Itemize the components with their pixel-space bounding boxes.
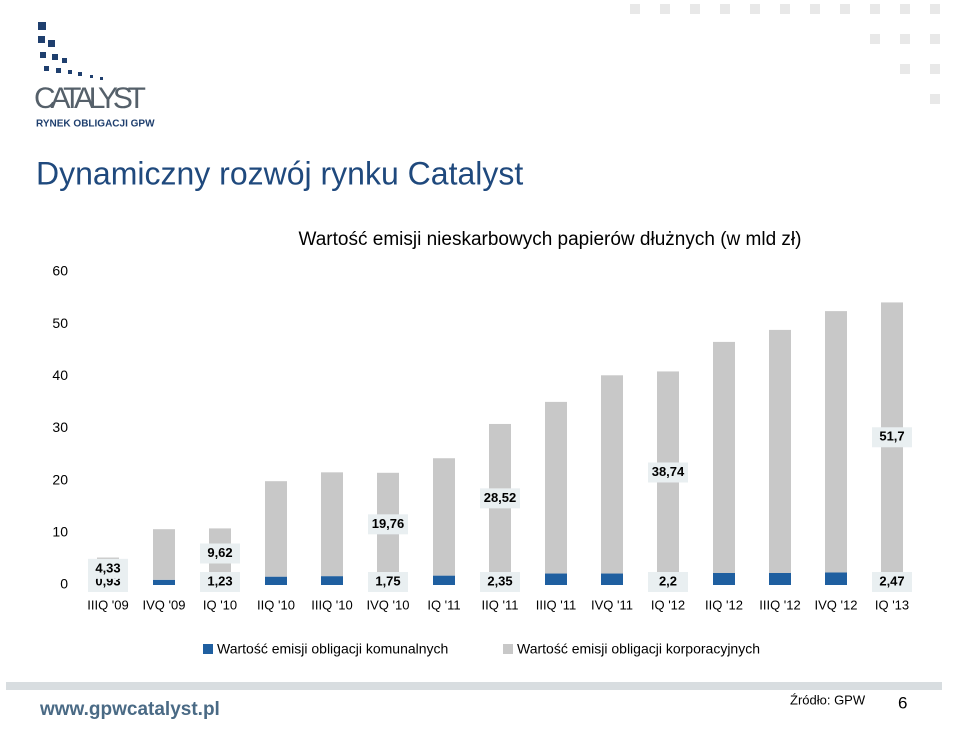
bar-segment — [433, 575, 455, 585]
bar-segment — [545, 573, 567, 585]
x-tick-label: IIIQ '09 — [87, 597, 129, 612]
data-label-box — [872, 427, 912, 448]
data-label: 4,33 — [95, 560, 120, 575]
x-tick-label: IQ '10 — [203, 597, 237, 612]
data-label: 2,35 — [487, 573, 512, 588]
x-tick-label: IIIQ '12 — [759, 597, 801, 612]
bar-segment — [713, 573, 735, 585]
bar-segment — [265, 576, 287, 585]
data-label: 2,47 — [879, 573, 904, 588]
logo-subtitle: RYNEK OBLIGACJI GPW — [36, 119, 155, 130]
decor-dots — [630, 4, 940, 104]
bar-segment — [713, 341, 735, 574]
data-label: 2,2 — [659, 573, 677, 588]
bar-segment — [433, 458, 455, 576]
data-label: 9,62 — [207, 545, 232, 560]
data-label: 38,74 — [652, 464, 685, 479]
data-label-box — [200, 543, 240, 564]
bar-segment — [153, 579, 175, 585]
x-tick-label: IIQ '12 — [705, 597, 743, 612]
bar-segment — [545, 401, 567, 574]
x-tick-label: IIQ '10 — [257, 597, 295, 612]
data-label-box — [480, 572, 520, 592]
bar-segment — [601, 375, 623, 574]
slide-heading: Dynamiczny rozwój rynku Catalyst — [36, 155, 523, 191]
y-tick-label: 0 — [60, 576, 68, 592]
x-tick-label: IVQ '11 — [591, 597, 633, 612]
y-tick-label: 30 — [52, 419, 68, 435]
bar-segment — [321, 472, 343, 577]
footer-url: www.gpwcatalyst.pl — [39, 699, 220, 720]
bar-segment — [825, 572, 847, 585]
x-tick-label: IIQ '11 — [482, 597, 519, 612]
x-tick-label: IVQ '10 — [367, 597, 410, 612]
y-tick-label: 20 — [52, 471, 68, 487]
data-label-box — [648, 572, 688, 592]
x-tick-label: IQ '11 — [427, 597, 460, 612]
x-tick-label: IQ '12 — [651, 597, 685, 612]
y-tick-label: 50 — [52, 315, 68, 331]
bar-segment — [825, 311, 847, 573]
x-tick-label: IVQ '09 — [143, 597, 186, 612]
legend-swatch — [503, 644, 513, 654]
x-tick-label: IIIQ '10 — [311, 597, 353, 612]
x-tick-label: IQ '13 — [875, 597, 909, 612]
data-label-box — [648, 462, 688, 483]
bar-segment — [601, 573, 623, 585]
data-label: 1,75 — [375, 573, 400, 588]
data-label-box — [368, 572, 408, 592]
chart-title: Wartość emisji nieskarbowych papierów dł… — [299, 229, 802, 250]
data-label-box — [88, 558, 128, 579]
bar-segment — [769, 573, 791, 585]
bar-segment — [321, 576, 343, 585]
bar-segment — [769, 329, 791, 574]
data-label: 51,7 — [879, 429, 904, 444]
source-note: Źródło: GPW — [790, 692, 866, 707]
legend-label: Wartość emisji obligacji korporacyjnych — [517, 641, 760, 657]
legend-swatch — [203, 644, 213, 654]
y-tick-label: 10 — [52, 524, 68, 540]
y-tick-label: 40 — [52, 367, 68, 383]
data-label: 19,76 — [372, 516, 405, 531]
data-label: 1,23 — [207, 573, 232, 588]
logo-name: CATALYST — [34, 82, 146, 115]
bar-segment — [153, 529, 175, 580]
legend-label: Wartość emisji obligacji komunalnych — [217, 641, 448, 657]
data-label-box — [480, 488, 520, 509]
data-label-box — [872, 572, 912, 592]
data-label-box — [368, 514, 408, 535]
bar-segment — [265, 481, 287, 577]
data-label: 28,52 — [484, 490, 517, 505]
logo-mark — [38, 22, 103, 80]
page-number: 6 — [898, 693, 907, 712]
data-label-box — [200, 572, 240, 592]
footer-bar — [6, 682, 942, 690]
chart: 0 10 20 30 40 50 60 IIIQ '09 IVQ '09 IQ '10 IIQ '1… — [52, 263, 912, 657]
x-tick-label: IVQ '12 — [815, 597, 858, 612]
y-tick-label: 60 — [52, 263, 68, 279]
x-tick-label: IIIQ '11 — [536, 597, 577, 612]
